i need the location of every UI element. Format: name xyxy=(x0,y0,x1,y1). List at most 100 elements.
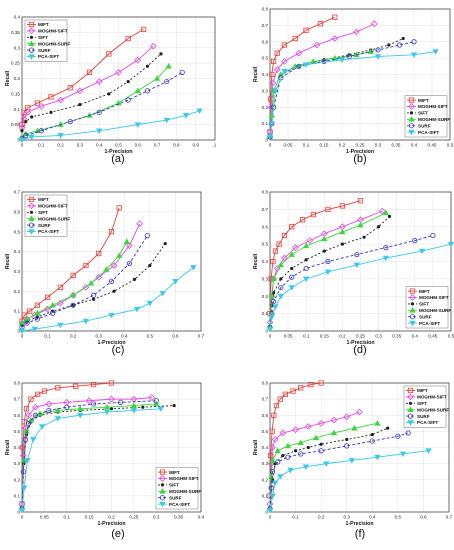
legend-entry: MOGHM-SURF xyxy=(169,489,201,494)
data-point-moghm-surf xyxy=(103,403,111,410)
data-point-mift xyxy=(35,391,41,397)
data-point-mift xyxy=(269,428,275,434)
data-point-moghm-sift xyxy=(149,42,157,50)
y-tick-label: 0.1 xyxy=(14,493,21,498)
data-point-pca-sift xyxy=(447,241,454,248)
data-point-moghm-sift xyxy=(95,78,103,85)
y-axis-label: Recall xyxy=(5,70,11,86)
y-tick-label: 0.8 xyxy=(262,381,269,386)
data-point-mift xyxy=(41,388,47,394)
y-tick-label: 0.6 xyxy=(14,413,21,418)
x-tick-label: 0.3 xyxy=(375,334,382,339)
data-point-moghm-sift xyxy=(273,66,281,73)
data-point-moghm-sift xyxy=(291,244,299,251)
data-point-moghm-sift xyxy=(353,28,360,36)
data-point-surf xyxy=(50,310,56,316)
data-point-surf xyxy=(268,485,274,491)
data-point-pca-sift xyxy=(172,279,179,285)
data-point-moghm-sift xyxy=(25,411,33,419)
y-tick-label: 0.8 xyxy=(262,7,269,12)
chart-panel-5: 0 0.05 0.1 0.15 0.2 0.25 0.3 0.35 0.4 0 0.1 0.2 0.3 0… xyxy=(5,380,205,540)
data-point-mift xyxy=(310,211,317,218)
series-moghm-sift xyxy=(18,220,143,327)
data-point-moghm-sift xyxy=(292,426,299,434)
x-tick-label: 0.4 xyxy=(121,334,128,339)
x-tick-label: 0.35 xyxy=(392,334,401,339)
data-point-moghm-surf xyxy=(274,447,281,454)
data-point-pca-sift xyxy=(410,52,418,59)
x-tick-label: 0 xyxy=(269,334,272,339)
data-point-mift xyxy=(67,85,73,91)
data-point-moghm-sift xyxy=(82,283,90,291)
y-tick-label: 0.6 xyxy=(262,413,269,418)
legend-entry: SIFT xyxy=(169,483,179,488)
legend-marker xyxy=(409,111,414,115)
x-tick-label: 0 xyxy=(21,143,24,148)
data-point-surf xyxy=(430,232,436,239)
x-tick-label: 0.4 xyxy=(96,143,103,148)
y-tick-label: 0.3 xyxy=(14,269,21,274)
data-point-mift xyxy=(281,232,288,239)
legend-entry: SIFT xyxy=(418,111,428,116)
data-point-sift xyxy=(322,249,326,253)
x-tick-label: 0.2 xyxy=(108,515,115,520)
x-tick-label: 0.1 xyxy=(64,515,71,520)
panel-label: (d) xyxy=(353,344,366,356)
data-point-mift xyxy=(21,312,28,318)
legend-marker xyxy=(159,501,166,508)
series-sift xyxy=(268,426,390,509)
data-point-pca-sift xyxy=(24,458,31,464)
data-point-mift xyxy=(55,385,61,391)
data-point-moghm-sift xyxy=(45,400,53,408)
panel-label: (e) xyxy=(111,528,124,540)
data-point-moghm-surf xyxy=(54,407,61,413)
data-point-moghm-surf xyxy=(116,252,123,258)
y-tick-label: 0.2 xyxy=(14,477,21,482)
data-point-moghm-sift xyxy=(356,408,363,416)
data-point-mift xyxy=(339,203,346,209)
data-point-moghm-sift xyxy=(269,444,276,451)
y-tick-label: 0.8 xyxy=(262,190,269,195)
data-point-sift xyxy=(272,291,276,295)
series-moghm-surf xyxy=(266,209,389,329)
data-point-surf xyxy=(126,260,132,267)
x-tick-label: 0.1 xyxy=(38,143,45,148)
series-line-sift xyxy=(21,243,166,326)
data-point-moghm-sift xyxy=(304,423,312,430)
legend-marker xyxy=(159,469,166,475)
data-point-pca-sift xyxy=(374,54,382,60)
data-point-sift xyxy=(387,43,391,47)
panel-label: (b) xyxy=(353,153,366,165)
data-point-moghm-sift xyxy=(126,242,133,249)
y-tick-label: 0.3 xyxy=(262,276,269,281)
x-tick-label: 0.15 xyxy=(320,334,329,339)
data-point-pca-sift xyxy=(163,117,170,124)
legend-marker xyxy=(407,393,414,401)
data-point-sift xyxy=(132,277,137,281)
series-line-pca-sift xyxy=(269,450,429,511)
legend-entry: SURF xyxy=(38,223,51,228)
data-point-moghm-sift xyxy=(108,395,115,403)
data-point-surf xyxy=(179,69,185,75)
data-point-pca-sift xyxy=(269,493,276,500)
data-point-moghm-sift xyxy=(330,416,338,424)
x-tick-label: 0.3 xyxy=(344,515,351,520)
series-line-sift xyxy=(21,405,175,508)
chart-panel-2: 0 0.05 0.1 0.15 0.2 0.25 0.3 0.35 0.4 0.45 0.5 0 0.1… xyxy=(253,7,454,165)
x-tick-label: 0.3 xyxy=(153,515,160,520)
series-surf xyxy=(267,430,411,512)
data-point-moghm-sift xyxy=(279,429,287,437)
data-point-mift xyxy=(282,391,288,397)
data-point-surf xyxy=(108,278,115,284)
x-tick-label: 0.2 xyxy=(339,334,346,339)
data-point-pca-sift xyxy=(182,113,190,119)
plot-frame xyxy=(269,191,452,332)
x-tick-label: 0.15 xyxy=(320,143,329,148)
legend-entry: MOGHM-SIFT xyxy=(419,295,449,300)
data-point-mift xyxy=(277,396,283,402)
data-point-pca-sift xyxy=(103,409,111,416)
data-point-sift xyxy=(270,478,275,482)
